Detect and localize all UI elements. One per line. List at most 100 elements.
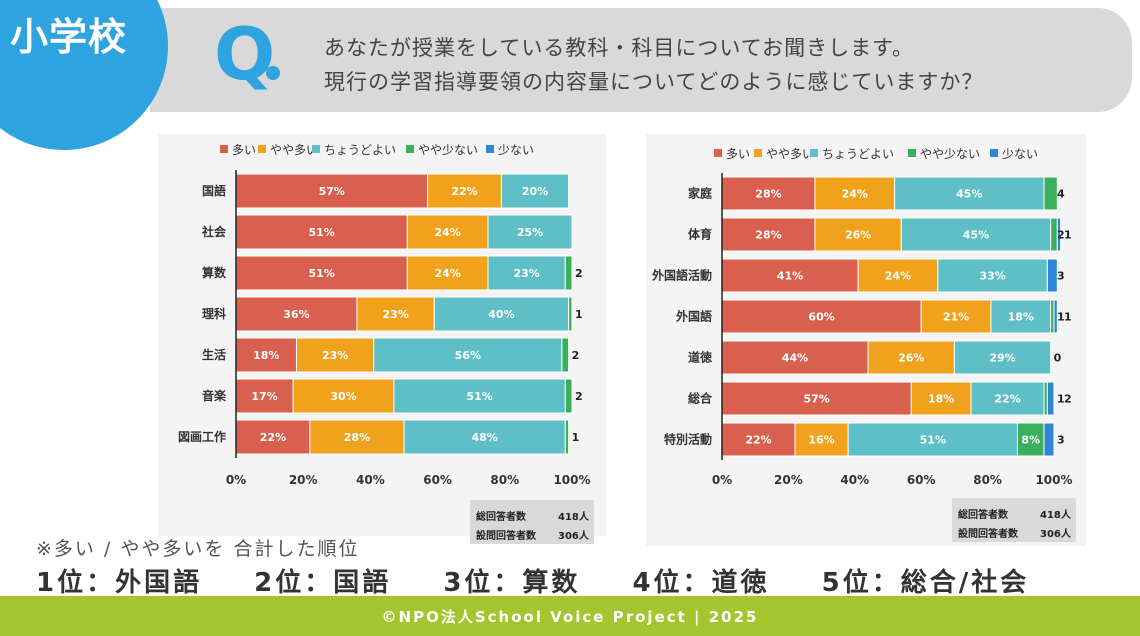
- question-respondents-value: 306人: [558, 531, 589, 542]
- total-respondents-label: 総回答者数: [476, 512, 526, 523]
- legend-label: 多い: [726, 147, 750, 161]
- bar-segment: [721, 217, 816, 252]
- bar-segment: [292, 378, 395, 414]
- question-dot: [266, 66, 280, 80]
- data-label: 26%: [845, 229, 871, 242]
- question-banner: [150, 8, 1132, 112]
- ranking-row: 1位：外国語 2位：国語 3位：算数 4位：道徳 5位：総合/社会: [36, 562, 1126, 599]
- bar-segment: [910, 381, 972, 416]
- data-label: 57%: [803, 393, 829, 406]
- ranking-note: ※多い / やや多いを 合計した順位: [36, 538, 360, 560]
- data-label: 23%: [513, 267, 539, 280]
- respondents-table-left: 総回答者数 418人 設問回答者数 306人: [470, 500, 594, 544]
- data-label: 22%: [451, 185, 477, 198]
- bar-segment: [564, 419, 570, 455]
- total-respondents-value: 418人: [1040, 510, 1071, 521]
- data-label: 51%: [466, 390, 492, 403]
- data-label: 8%: [1021, 434, 1040, 447]
- category-label: 道徳: [688, 350, 712, 365]
- data-label: 44%: [782, 352, 808, 365]
- bar-segment: [568, 296, 573, 332]
- bar-segment: [1016, 422, 1045, 457]
- data-label: 25%: [517, 226, 543, 239]
- legend-swatch: [990, 149, 998, 157]
- bar-segment: [894, 176, 1045, 211]
- legend-label: 少ない: [498, 143, 534, 157]
- x-tick-label: 0%: [226, 473, 246, 487]
- data-label: 23%: [382, 308, 408, 321]
- data-label: 28%: [755, 188, 781, 201]
- small-value-label: 2: [575, 390, 583, 403]
- data-label: 21%: [943, 311, 969, 324]
- legend-label: やや多い: [270, 143, 318, 157]
- data-label: 20%: [522, 185, 548, 198]
- small-value-label: 1: [575, 308, 583, 321]
- bar-segment: [1046, 258, 1058, 293]
- data-label: 60%: [808, 311, 834, 324]
- footer-bar: ©NPO法人School Voice Project | 2025: [0, 596, 1140, 636]
- data-label: 22%: [260, 431, 286, 444]
- bar-segment: [794, 422, 849, 457]
- data-label: 45%: [956, 188, 982, 201]
- legend-swatch: [406, 145, 414, 153]
- x-tick-label: 60%: [907, 473, 936, 487]
- legend-swatch: [258, 145, 266, 153]
- bar-segment: [564, 255, 573, 291]
- x-tick-label: 20%: [774, 473, 803, 487]
- category-label: 体育: [688, 227, 712, 242]
- bar-segment: [867, 340, 955, 375]
- bar-segment: [373, 337, 563, 373]
- small-value-label: 1: [1064, 229, 1072, 242]
- legend-label: やや少ない: [920, 147, 980, 161]
- legend-swatch: [714, 149, 722, 157]
- rank-4: 4位：道徳: [632, 568, 770, 598]
- question-respondents-label: 設問回答者数: [476, 531, 536, 542]
- bar-segment: [1053, 299, 1058, 334]
- data-label: 24%: [435, 226, 461, 239]
- rank-3: 3位：算数: [443, 568, 581, 598]
- bar-segment: [393, 378, 566, 414]
- small-value-label: 0: [1054, 352, 1062, 365]
- copyright-text: ©NPO法人School Voice Project | 2025: [381, 608, 759, 626]
- question-line-1: あなたが授業をしている教科・科目についてお聞きします。: [324, 36, 915, 60]
- small-value-label: 2: [1057, 229, 1065, 242]
- badge-label: 小学校: [10, 15, 128, 59]
- category-label: 理科: [202, 306, 226, 321]
- bar-segment: [406, 255, 489, 291]
- data-label: 17%: [251, 390, 277, 403]
- data-label: 24%: [842, 188, 868, 201]
- data-label: 16%: [808, 434, 834, 447]
- bar-segment: [1046, 381, 1055, 416]
- data-label: 33%: [979, 270, 1005, 283]
- bar-segment: [900, 217, 1052, 252]
- legend-swatch: [810, 149, 818, 157]
- total-respondents-value: 418人: [558, 512, 589, 523]
- data-label: 57%: [319, 185, 345, 198]
- legend-swatch: [220, 145, 228, 153]
- data-label: 29%: [989, 352, 1015, 365]
- bar-segment: [564, 378, 573, 414]
- data-label: 48%: [471, 431, 497, 444]
- rank-1: 1位：外国語: [36, 568, 203, 598]
- small-value-label: 2: [1064, 393, 1072, 406]
- data-label: 23%: [322, 349, 348, 362]
- data-label: 28%: [344, 431, 370, 444]
- x-tick-label: 20%: [289, 473, 318, 487]
- data-label: 51%: [309, 226, 335, 239]
- bar-segment: [487, 255, 566, 291]
- legend-swatch: [486, 145, 494, 153]
- x-tick-label: 60%: [423, 473, 452, 487]
- legend-swatch: [908, 149, 916, 157]
- small-value-label: 2: [575, 267, 583, 280]
- bar-segment: [847, 422, 1018, 457]
- data-label: 26%: [898, 352, 924, 365]
- data-label: 56%: [455, 349, 481, 362]
- legend-label: やや多い: [766, 147, 814, 161]
- small-value-label: 1: [572, 431, 580, 444]
- bar-segment: [1043, 176, 1058, 211]
- category-label: 特別活動: [664, 432, 712, 447]
- bar-segment: [1056, 217, 1062, 252]
- data-label: 30%: [330, 390, 356, 403]
